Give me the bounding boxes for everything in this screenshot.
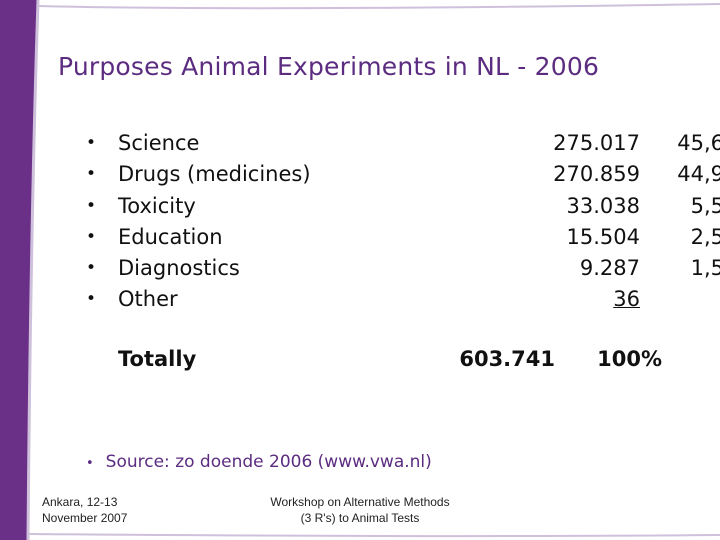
list-item: • Drugs (medicines) 270.859 44,9% [86, 159, 720, 190]
footer-event-line: Workshop on Alternative Methods [270, 495, 450, 509]
bullet-icon: • [86, 258, 97, 279]
purpose-percent: 45,6% [677, 131, 720, 155]
purpose-percent: 2,5% [690, 224, 720, 249]
list-item: • Science 275.017 45,6% [86, 128, 720, 159]
footer-event-line: (3 R's) to Animal Tests [300, 511, 420, 525]
purpose-count: 33.038 [566, 193, 640, 218]
purpose-percent: 5,5% [690, 193, 720, 218]
bullet-icon: • [86, 195, 97, 216]
lavender-frame-curve [26, 0, 40, 540]
bullet-icon: • [86, 226, 97, 247]
slide-title: Purposes Animal Experiments in NL - 2006 [58, 52, 600, 81]
purpose-percent: 44,9% [677, 162, 720, 187]
footer-location-line: Ankara, 12-13 [42, 495, 118, 509]
purpose-label: Other [118, 287, 178, 312]
bullet-icon: • [86, 164, 97, 185]
list-item: • Other 36 [86, 284, 686, 315]
list-item: • Toxicity 33.038 5,5% [86, 191, 720, 222]
total-row: Totally 603.741 100% [118, 343, 698, 375]
total-count: 603.741 [459, 347, 555, 371]
purpose-count: 15.504 [566, 224, 640, 249]
purpose-percent: 1,5% [690, 256, 720, 281]
purpose-list: • Science 275.017 45,6% • Drugs (medicin… [86, 128, 720, 316]
list-item: • Diagnostics 9.287 1,5% [86, 253, 720, 284]
lavender-bottom-line [27, 533, 720, 538]
purpose-label: Drugs (medicines) [118, 162, 311, 187]
purpose-label: Toxicity [118, 193, 196, 218]
purpose-count: 36 [613, 287, 640, 312]
bullet-icon: • [86, 456, 94, 471]
list-item: • Education 15.504 2,5% [86, 222, 720, 253]
purpose-count: 9.287 [579, 256, 640, 281]
purpose-label: Science [118, 131, 200, 155]
footer-location: Ankara, 12-13 November 2007 [42, 494, 127, 526]
source-note: • Source: zo doende 2006 (www.vwa.nl) [86, 452, 432, 472]
bullet-icon: • [86, 133, 97, 153]
lavender-top-line [37, 3, 720, 10]
source-text: Source: zo doende 2006 (www.vwa.nl) [105, 452, 432, 472]
footer-location-line: November 2007 [42, 511, 128, 525]
total-label: Totally [118, 347, 197, 371]
footer-event: Workshop on Alternative Methods (3 R's) … [225, 494, 495, 526]
purpose-label: Diagnostics [118, 256, 240, 281]
bullet-icon: • [86, 289, 97, 310]
purpose-count: 270.859 [553, 162, 640, 187]
total-percent: 100% [597, 347, 662, 371]
purpose-label: Education [118, 224, 223, 249]
purpose-count: 275.017 [553, 131, 640, 155]
